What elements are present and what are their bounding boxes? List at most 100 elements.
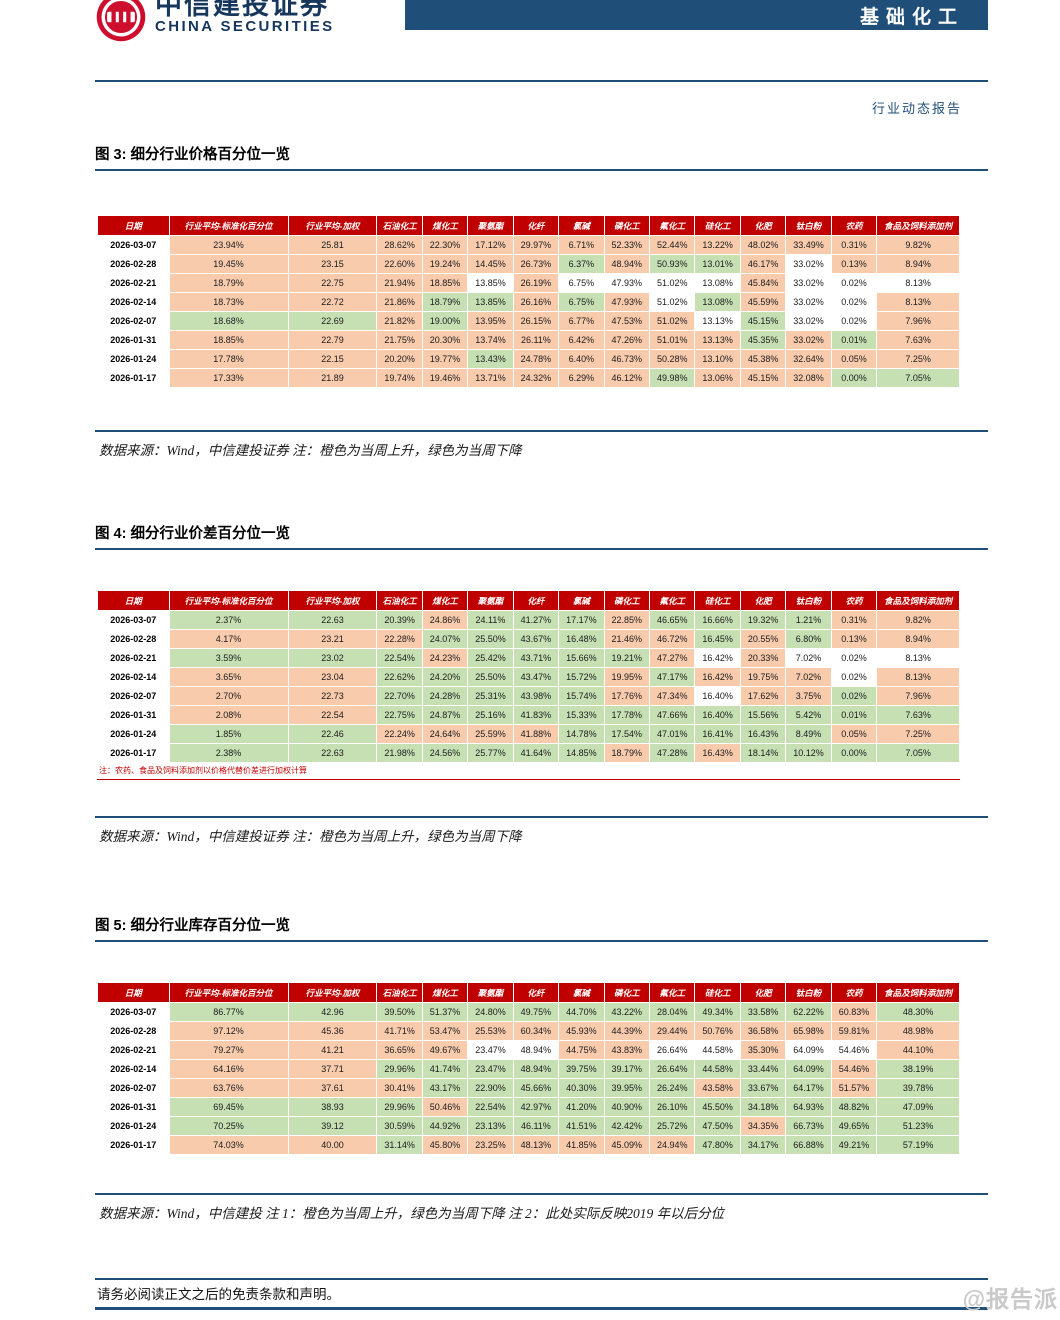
value-cell: 29.44% — [648, 1021, 696, 1041]
column-header: 农药 — [830, 590, 878, 611]
table-row: 2026-02-21 79.27% 41.21 36.65% 49.67% 23.47% 4… — [97, 1040, 960, 1060]
value-cell: 22.28% — [376, 629, 423, 649]
page-footer: 请务必阅读正文之后的免责条款和声明。 — [95, 1278, 988, 1310]
column-header: 化纤 — [512, 215, 560, 236]
value-cell: 39.17% — [603, 1059, 650, 1079]
value-cell: 30.59% — [376, 1116, 423, 1136]
value-cell: 45.35% — [739, 330, 787, 350]
date-cell: 2026-02-14 — [97, 292, 170, 312]
value-cell: 69.45% — [168, 1097, 289, 1117]
value-cell: 16.43% — [739, 724, 787, 744]
value-cell: 24.56% — [421, 743, 469, 763]
value-cell: 79.27% — [168, 1040, 289, 1060]
column-header: 氟化工 — [648, 215, 696, 236]
value-cell: 48.13% — [512, 1135, 560, 1155]
date-cell: 2026-02-28 — [97, 254, 170, 274]
date-cell: 2026-01-31 — [97, 1097, 170, 1117]
table-row: 2026-03-07 23.94% 25.81 28.62% 22.30% 17.12% 2… — [97, 235, 960, 255]
value-cell: 70.25% — [168, 1116, 289, 1136]
value-cell: 13.10% — [694, 349, 741, 369]
value-cell: 20.39% — [376, 610, 423, 630]
value-cell: 24.64% — [421, 724, 469, 744]
value-cell: 39.12 — [287, 1116, 378, 1136]
value-cell: 0.01% — [830, 330, 878, 350]
value-cell: 10.12% — [785, 743, 832, 763]
value-cell: 7.05% — [876, 368, 960, 388]
value-cell: 28.04% — [648, 1002, 696, 1022]
value-cell: 47.93% — [603, 292, 650, 312]
value-cell: 17.54% — [603, 724, 650, 744]
value-cell: 8.94% — [876, 254, 960, 274]
inventory-percentile-table: 日期 行业平均-标准化百分位 行业平均-加权 石油化工 煤化工 聚氨酯 化纤 氯碱 磷化工 氟化工… — [97, 982, 960, 1155]
column-header: 氯碱 — [558, 215, 605, 236]
value-cell: 6.71% — [558, 235, 605, 255]
value-cell: 6.42% — [558, 330, 605, 350]
value-cell: 66.73% — [785, 1116, 832, 1136]
value-cell: 18.79% — [168, 273, 289, 293]
value-cell: 47.01% — [648, 724, 696, 744]
column-header: 磷化工 — [603, 982, 650, 1003]
value-cell: 25.59% — [467, 724, 514, 744]
table-row: 2026-01-31 69.45% 38.93 29.96% 50.46% 22.54% 4… — [97, 1097, 960, 1117]
value-cell: 6.77% — [558, 311, 605, 331]
value-cell: 24.32% — [512, 368, 560, 388]
value-cell: 33.02% — [785, 330, 832, 350]
value-cell: 7.63% — [876, 705, 960, 725]
date-cell: 2026-02-28 — [97, 1021, 170, 1041]
value-cell: 6.40% — [558, 349, 605, 369]
value-cell: 14.85% — [558, 743, 605, 763]
value-cell: 51.37% — [421, 1002, 469, 1022]
value-cell: 25.77% — [467, 743, 514, 763]
date-cell: 2026-02-21 — [97, 1040, 170, 1060]
value-cell: 43.67% — [512, 629, 560, 649]
value-cell: 23.47% — [467, 1059, 514, 1079]
table-row: 2026-02-14 64.16% 37.71 29.96% 41.74% 23.47% 4… — [97, 1059, 960, 1079]
footer-bottom-rule — [95, 1307, 988, 1310]
value-cell: 24.28% — [421, 686, 469, 706]
value-cell: 0.05% — [830, 724, 878, 744]
value-cell: 41.74% — [421, 1059, 469, 1079]
value-cell: 2.38% — [168, 743, 289, 763]
value-cell: 22.85% — [603, 610, 650, 630]
value-cell: 15.56% — [739, 705, 787, 725]
value-cell: 46.11% — [512, 1116, 560, 1136]
value-cell: 21.86% — [376, 292, 423, 312]
value-cell: 32.08% — [785, 368, 832, 388]
value-cell: 22.24% — [376, 724, 423, 744]
value-cell: 22.70% — [376, 686, 423, 706]
figure4-caption: 数据来源：Wind，中信建投证券 注：橙色为当周上升，绿色为当周下降 — [95, 816, 988, 845]
value-cell: 25.53% — [467, 1021, 514, 1041]
value-cell: 13.85% — [467, 292, 514, 312]
column-header: 煤化工 — [421, 590, 469, 611]
value-cell: 0.01% — [830, 705, 878, 725]
date-cell: 2026-02-07 — [97, 686, 170, 706]
value-cell: 13.43% — [467, 349, 514, 369]
value-cell: 38.93 — [287, 1097, 378, 1117]
value-cell: 65.98% — [785, 1021, 832, 1041]
value-cell: 23.15 — [287, 254, 378, 274]
value-cell: 49.75% — [512, 1002, 560, 1022]
date-cell: 2026-02-14 — [97, 1059, 170, 1079]
value-cell: 33.02% — [785, 273, 832, 293]
value-cell: 14.78% — [558, 724, 605, 744]
value-cell: 22.62% — [376, 667, 423, 687]
table-row: 2026-02-14 3.65% 23.04 22.62% 24.20% 25.50% 43… — [97, 667, 960, 687]
figure5-title: 图 5: 细分行业库存百分位一览 — [95, 914, 988, 942]
value-cell: 64.16% — [168, 1059, 289, 1079]
table-row: 2026-02-07 18.68% 22.69 21.82% 19.00% 13.95% 2… — [97, 311, 960, 331]
price-percentile-table: 日期 行业平均-标准化百分位 行业平均-加权 石油化工 煤化工 聚氨酯 化纤 氯碱 磷化工 氟化工… — [97, 215, 960, 388]
value-cell: 8.49% — [785, 724, 832, 744]
column-header: 硅化工 — [694, 590, 741, 611]
value-cell: 5.42% — [785, 705, 832, 725]
value-cell: 22.63 — [287, 610, 378, 630]
value-cell: 1.21% — [785, 610, 832, 630]
value-cell: 7.02% — [785, 667, 832, 687]
table-row: 2026-01-17 17.33% 21.89 19.74% 19.46% 13.71% 2… — [97, 368, 960, 388]
figure3-caption: 数据来源：Wind，中信建投证券 注：橙色为当周上升，绿色为当周下降 — [95, 430, 988, 459]
value-cell: 15.33% — [558, 705, 605, 725]
value-cell: 16.48% — [558, 629, 605, 649]
value-cell: 14.45% — [467, 254, 514, 274]
value-cell: 64.17% — [785, 1078, 832, 1098]
value-cell: 2.70% — [168, 686, 289, 706]
value-cell: 0.05% — [830, 349, 878, 369]
